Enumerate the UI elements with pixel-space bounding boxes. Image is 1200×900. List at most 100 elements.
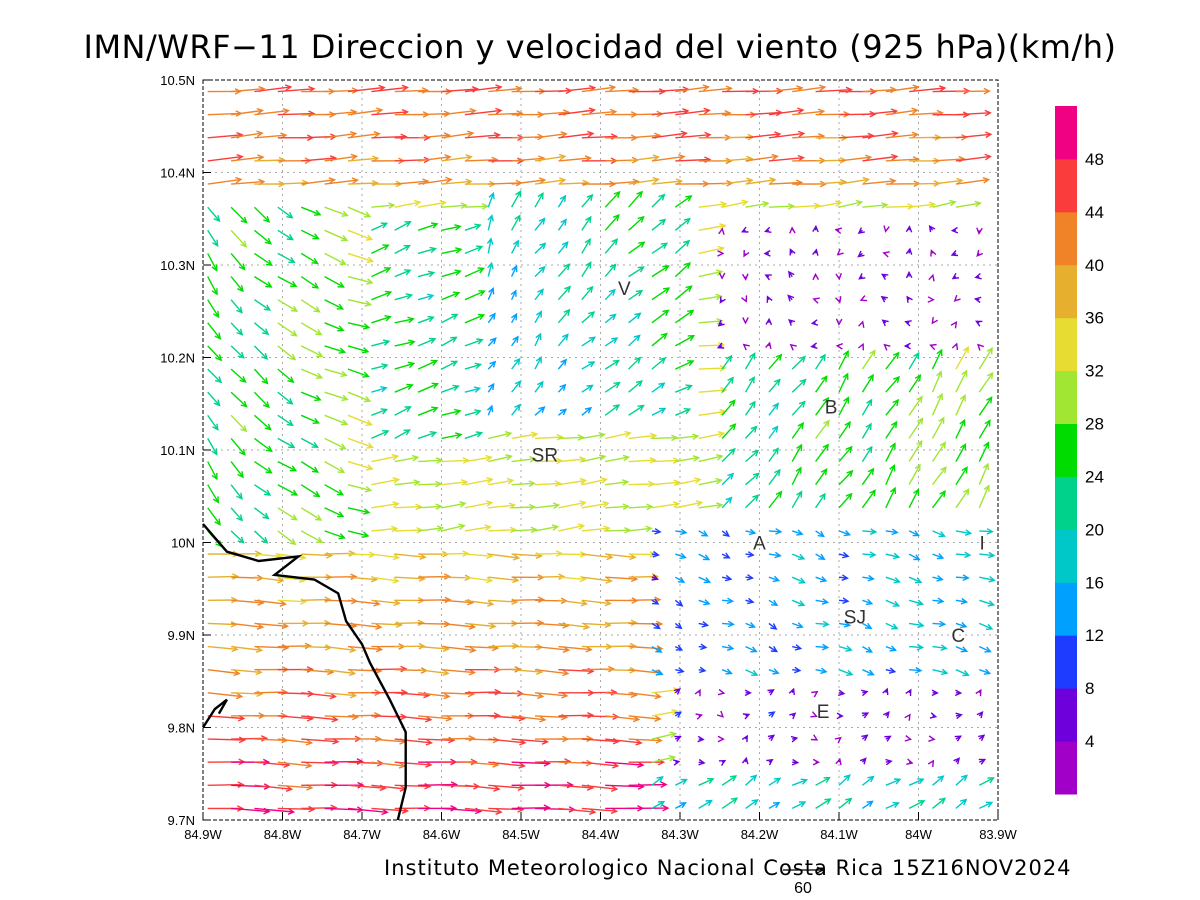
wind-arrow-head [770,623,778,630]
wind-arrow-head [955,712,963,720]
wind-arrow-head [611,238,619,246]
wind-arrow-shaft [815,576,827,582]
wind-arrow-shaft [394,89,428,93]
wind-arrow-head [211,288,218,296]
wind-arrow-shaft [604,404,620,416]
wind-arrow-head [866,398,873,406]
wind-arrow-shaft [581,86,615,93]
wind-arrow-head [236,805,245,812]
wind-arrow-shaft [418,527,443,532]
wind-arrow-head [452,384,460,391]
wind-arrow-shaft [862,155,897,162]
wind-arrow-shaft [371,222,387,231]
wind-arrow-shaft [464,387,480,393]
wind-arrow-head [930,249,937,257]
wind-arrow-head [905,270,913,279]
wind-arrow-shaft [441,88,478,93]
wind-arrow-head [528,480,536,488]
wind-arrow-shaft [324,322,344,331]
wind-arrow-shaft [441,385,459,393]
wind-arrow-head [869,489,876,497]
wind-arrow-head [889,645,898,652]
wind-arrow-head [797,600,806,607]
wind-arrow-shaft [651,110,689,116]
wind-arrow-head [892,552,901,560]
wind-arrow-shaft [394,456,418,463]
wind-arrow-shaft [347,322,370,329]
wind-arrow-shaft [791,553,805,560]
wind-arrow-shaft [418,505,442,509]
wind-arrow-shaft [628,527,652,532]
wind-arrow-shaft [441,180,472,185]
wind-arrow-head [587,711,595,719]
wind-arrow-head [487,600,495,607]
wind-arrow-head [512,576,520,584]
wind-arrow-shaft [231,669,262,674]
wind-arrow-head [869,528,878,535]
wind-arrow-head [883,225,890,233]
wind-arrow-shaft [628,216,645,231]
wind-arrow-head [337,466,346,474]
wind-arrow-shaft [558,524,584,532]
wind-arrow-head [789,226,796,234]
wind-arrow-head [762,200,770,208]
wind-arrow-shaft [510,240,519,254]
wind-arrow-head [835,318,843,326]
wind-arrow-head [859,757,867,765]
wind-arrow-shaft [277,345,296,361]
colorbar-swatch [1055,158,1077,213]
wind-arrow-head [436,525,445,532]
wind-arrow-shaft [861,399,873,416]
wind-arrow-head [843,774,851,782]
wind-arrow-head [212,496,220,504]
x-tick-label: 84.8W [264,827,302,842]
wind-arrow-shaft [931,393,943,416]
wind-arrow-head [703,107,711,115]
wind-arrow-head [716,502,724,509]
wind-arrow-head [790,735,799,743]
wind-arrow-head [311,466,320,473]
wind-arrow-head [984,419,991,427]
wind-arrow-head [775,353,783,361]
wind-arrow-head [611,762,620,769]
wind-arrow-shaft [371,291,392,301]
wind-arrow-shaft [464,432,482,440]
wind-arrow-shaft [441,110,476,116]
wind-arrow-head [340,370,348,378]
wind-arrow-shaft [534,460,562,463]
wind-arrow-head [893,375,901,383]
wind-arrow-head [988,551,996,559]
wind-arrow-shaft [768,491,782,509]
wind-arrow-shaft [651,357,666,370]
wind-arrow-head [788,270,795,278]
wind-arrow-shaft [534,155,566,162]
wind-arrow-shaft [955,467,968,486]
wind-arrow-head [655,736,663,744]
wind-arrow-shaft [300,437,318,448]
wind-arrow-shaft [347,460,373,470]
wind-arrow-shaft [628,459,656,463]
wind-arrow-head [254,550,263,558]
wind-arrow-shaft [674,195,692,208]
wind-arrow-shaft [558,714,593,717]
wind-arrow-shaft [558,807,595,813]
wind-arrow-head [454,408,462,416]
wind-arrow-shaft [768,426,778,439]
wind-arrow-shaft [347,368,369,378]
wind-arrow-head [787,202,796,210]
wind-arrow-head [949,199,957,207]
wind-arrow-shaft [838,470,853,486]
wind-arrow-shaft [487,313,496,324]
wind-arrow-shaft [604,214,620,231]
wind-arrow-shaft [557,195,566,208]
wind-arrow-head [658,382,666,389]
wind-arrow-shaft [557,263,570,278]
wind-arrow-head [700,643,708,651]
wind-arrow-head [454,269,462,276]
wind-arrow-shaft [207,484,219,503]
wind-arrow-shaft [254,252,273,266]
wind-arrow-shaft [324,437,346,450]
wind-arrow-shaft [791,379,806,393]
wind-arrow-head [262,758,271,766]
wind-arrow-head [341,210,349,217]
